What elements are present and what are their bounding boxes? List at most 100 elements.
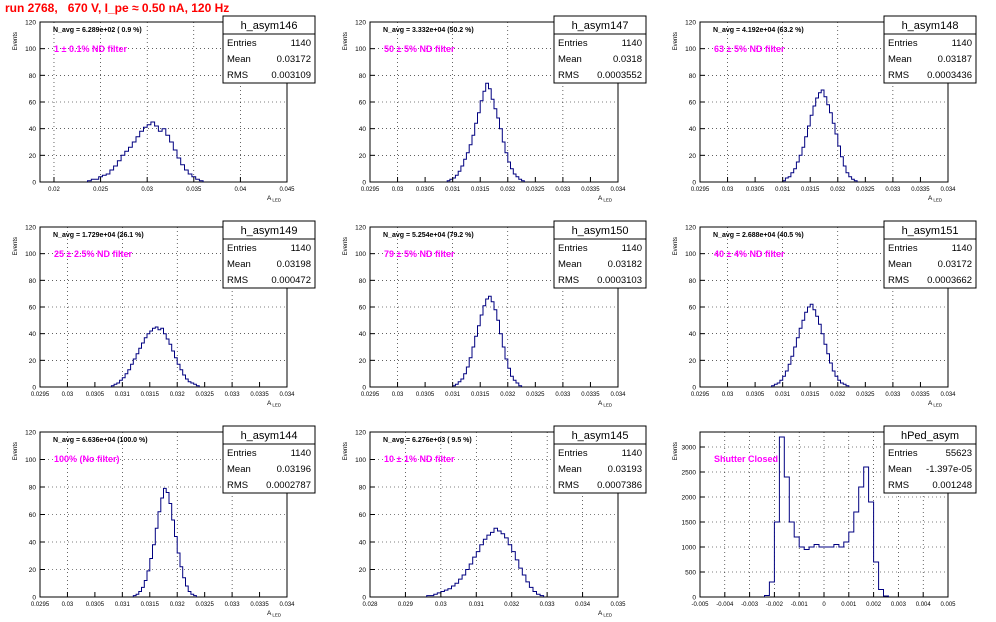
filter-label: 50 ± 5% ND filter — [384, 44, 455, 54]
stats-title: h_asym149 — [241, 225, 298, 237]
x-tick-label: 0.034 — [610, 187, 626, 193]
y-tick-label: 0 — [362, 180, 366, 187]
x-axis-label: ALED — [928, 400, 943, 408]
y-tick-label: 120 — [685, 20, 696, 27]
stats-value: 0.0002787 — [266, 480, 311, 491]
histogram-panel-h_asym151: 0 20 40 60 80 100 120 0.0295 0.03 0.0305 0.031 0.03… — [673, 220, 977, 408]
y-tick-label: 0 — [362, 595, 366, 602]
x-tick-label: 0.0305 — [416, 187, 435, 193]
x-axis-label: ALED — [267, 400, 282, 408]
stats-label: Mean — [227, 54, 251, 65]
y-tick-label: 500 — [685, 570, 696, 577]
x-tick-label: 0.034 — [940, 187, 956, 193]
stats-label: Entries — [558, 243, 588, 254]
navg-label: N_avg = 6.276e+03 ( 9.5 %) — [383, 437, 472, 444]
navg-label: N_avg = 5.254e+04 (79.2 %) — [383, 232, 474, 239]
y-tick-label: 100 — [25, 457, 36, 464]
stats-value: 0.0003552 — [597, 70, 642, 81]
stats-value: 0.03187 — [938, 54, 972, 65]
x-tick-label: 0.034 — [940, 392, 956, 398]
stats-box — [883, 443, 977, 494]
y-axis-label: Events — [13, 442, 19, 460]
y-tick-label: 20 — [29, 153, 37, 160]
stats-box — [553, 238, 647, 289]
stats-value: 1140 — [622, 243, 642, 254]
y-tick-label: 60 — [359, 512, 367, 519]
y-tick-label: 60 — [689, 305, 697, 312]
stats-label: Entries — [888, 448, 918, 459]
x-tick-label: 0.002 — [866, 602, 882, 608]
x-tick-label: 0.034 — [279, 602, 295, 608]
stats-value: 0.03198 — [277, 259, 311, 270]
x-tick-label: 0.02 — [48, 187, 60, 193]
x-tick-label: 0.025 — [93, 187, 109, 193]
stats-label: Mean — [888, 259, 912, 270]
y-tick-label: 60 — [359, 305, 367, 312]
filter-label: Shutter Closed — [714, 454, 778, 464]
histogram-panel-h_asym145: 0 20 40 60 80 100 120 0.028 0.029 0.03 0.031 0.032 0… — [343, 425, 647, 618]
y-tick-label: 120 — [355, 430, 366, 437]
y-tick-label: 0 — [32, 385, 36, 392]
y-tick-label: 1500 — [682, 520, 697, 527]
x-tick-label: 0.0335 — [581, 187, 600, 193]
stats-label: Entries — [227, 38, 257, 49]
stats-box — [883, 33, 977, 84]
stats-title: h_asym151 — [902, 225, 959, 237]
stats-label: RMS — [888, 480, 909, 491]
stats-label: Entries — [888, 38, 918, 49]
x-tick-label: 0.045 — [279, 187, 295, 193]
y-tick-label: 20 — [359, 153, 367, 160]
stats-value: 0.003109 — [271, 70, 311, 81]
x-tick-label: 0.031 — [469, 602, 485, 608]
x-tick-label: 0.029 — [398, 602, 414, 608]
stats-value: -1.397e-05 — [926, 464, 972, 475]
x-tick-label: 0.03 — [435, 602, 447, 608]
stats-label: Mean — [888, 464, 912, 475]
histogram-line — [87, 121, 204, 182]
stats-label: Entries — [227, 448, 257, 459]
stats-label: RMS — [227, 275, 248, 286]
filter-label: 40 ± 4% ND filter — [714, 249, 785, 259]
stats-value: 0.0003436 — [927, 70, 972, 81]
navg-label: N_avg = 2.688e+04 (40.5 %) — [713, 232, 804, 239]
x-tick-label: -0.002 — [766, 602, 784, 608]
x-tick-label: 0.0305 — [416, 392, 435, 398]
y-tick-label: 120 — [25, 430, 36, 437]
y-axis-label: Events — [13, 32, 19, 50]
y-tick-label: 100 — [685, 46, 696, 53]
stats-label: Mean — [888, 54, 912, 65]
x-tick-label: 0.03 — [722, 187, 734, 193]
y-tick-label: 100 — [685, 251, 696, 258]
stats-box — [222, 238, 316, 289]
y-axis-label: Events — [673, 237, 679, 255]
run-title: run 2768, 670 V, I_pe ≈ 0.50 nA, 120 Hz — [5, 1, 230, 15]
x-tick-label: 0.0295 — [691, 187, 710, 193]
stats-label: Entries — [888, 243, 918, 254]
stats-label: Entries — [558, 38, 588, 49]
histogram-panel-h_asym147: 0 20 40 60 80 100 120 0.0295 0.03 0.0305 0.031 0.03… — [343, 15, 647, 203]
histogram-line — [771, 303, 850, 387]
y-tick-label: 0 — [692, 180, 696, 187]
y-tick-label: 20 — [359, 358, 367, 365]
y-tick-label: 2000 — [682, 495, 697, 502]
filter-label: 79 ± 5% ND filter — [384, 249, 455, 259]
stats-value: 0.001248 — [932, 480, 972, 491]
y-axis-label: Events — [13, 237, 19, 255]
x-tick-label: 0.0335 — [581, 392, 600, 398]
navg-label: N_avg = 3.332e+04 (50.2 %) — [383, 27, 474, 34]
stats-box — [222, 33, 316, 84]
y-tick-label: 20 — [359, 567, 367, 574]
y-axis-label: Events — [343, 237, 349, 255]
histogram-line — [452, 295, 523, 387]
x-tick-label: 0.0295 — [691, 392, 710, 398]
stats-value: 0.0003662 — [927, 275, 972, 286]
x-tick-label: 0.033 — [885, 392, 901, 398]
stats-value: 55623 — [946, 448, 972, 459]
x-tick-label: 0.0315 — [801, 187, 820, 193]
x-tick-label: 0.0315 — [141, 392, 160, 398]
x-tick-label: 0.0315 — [141, 602, 160, 608]
histogram-panel-h_asym148: 0 20 40 60 80 100 120 0.0295 0.03 0.0305 0.031 0.03… — [673, 15, 977, 203]
y-tick-label: 0 — [32, 595, 36, 602]
x-tick-label: 0 — [822, 602, 826, 608]
stats-label: RMS — [558, 480, 579, 491]
